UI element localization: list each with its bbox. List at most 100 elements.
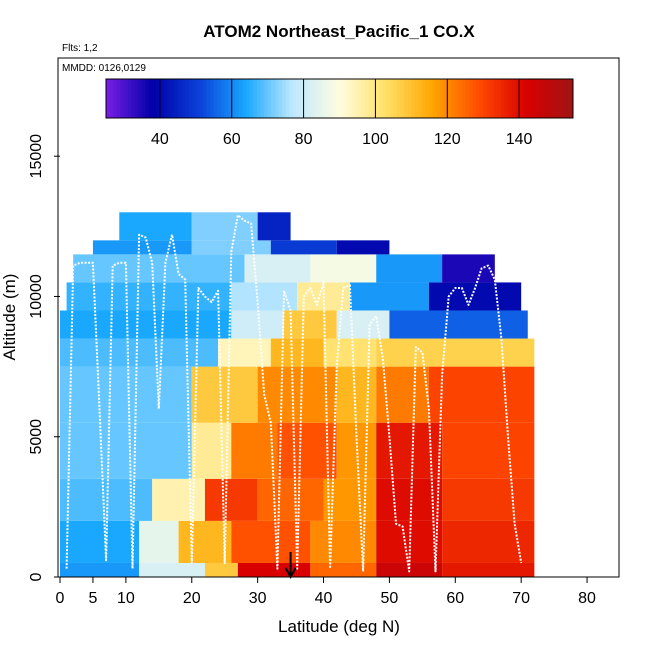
heatmap-cell: [376, 254, 443, 283]
colorbar-step: [490, 79, 495, 118]
colorbar-step: [533, 79, 538, 118]
colorbar-step: [289, 79, 294, 118]
heatmap-cell: [284, 310, 337, 339]
x-axis: 0 5 10 20 30 40 50 60 70 80: [56, 577, 596, 607]
colorbar-step: [450, 79, 455, 118]
colorbar-step: [486, 79, 491, 118]
heatmap-cell: [191, 366, 258, 423]
colorbar-step: [504, 79, 509, 118]
heatmap-cell: [204, 562, 238, 577]
heatmap-cell: [119, 212, 192, 241]
colorbar-step: [386, 79, 391, 118]
colorbar-step: [253, 79, 258, 118]
heatmap-cell: [191, 212, 258, 241]
heatmap-cell: [442, 422, 535, 479]
colorbar-step: [296, 79, 301, 118]
colorbar-step: [404, 79, 409, 118]
flight-track: [65, 214, 523, 573]
heatmap-cell: [231, 520, 311, 563]
colorbar-tick-label: 60: [223, 131, 241, 148]
x-tick-label: 60: [446, 590, 464, 607]
heatmap-cell: [442, 254, 495, 283]
colorbar-step: [145, 79, 150, 118]
colorbar-step: [422, 79, 427, 118]
colorbar-step: [555, 79, 560, 118]
colorbar-step: [339, 79, 344, 118]
heatmap-cell: [60, 310, 232, 339]
flights-annotation: Flts: 1,2: [62, 43, 98, 54]
heatmap-cell: [270, 338, 324, 367]
colorbar-step: [493, 79, 498, 118]
colorbar-step: [292, 79, 297, 118]
colorbar-step: [120, 79, 125, 118]
colorbar-step: [440, 79, 445, 118]
colorbar-step: [307, 79, 312, 118]
heatmap-cell: [442, 562, 535, 577]
colorbar-step: [526, 79, 531, 118]
heatmap-cell: [60, 338, 219, 367]
colorbar-step: [242, 79, 247, 118]
colorbar-step: [282, 79, 287, 118]
colorbar-step: [375, 79, 380, 118]
colorbar-step: [508, 79, 513, 118]
x-tick-label: 20: [183, 590, 201, 607]
x-tick-label: 0: [56, 590, 65, 607]
heatmap-cell: [336, 310, 390, 339]
heatmap-cell: [336, 240, 390, 255]
colorbar-step: [479, 79, 484, 118]
colorbar-step: [501, 79, 506, 118]
heatmap-cell: [152, 478, 205, 521]
heatmap-cell: [60, 422, 192, 479]
colorbar-step: [123, 79, 128, 118]
y-tick-label: 10000: [28, 274, 45, 319]
colorbar-step: [199, 79, 204, 118]
colorbar-step: [106, 79, 110, 118]
colorbar-step: [414, 79, 419, 118]
x-tick-label: 5: [88, 590, 97, 607]
colorbar-step: [267, 79, 272, 118]
colorbar-step: [368, 79, 373, 118]
colorbar-step: [235, 79, 240, 118]
colorbar-step: [522, 79, 527, 118]
colorbar-step: [361, 79, 366, 118]
colorbar-step: [328, 79, 333, 118]
colorbar-step: [540, 79, 545, 118]
colorbar-step: [454, 79, 459, 118]
colorbar-step: [167, 79, 172, 118]
colorbar-step: [249, 79, 254, 118]
colorbar-step: [278, 79, 283, 118]
colorbar-step: [411, 79, 416, 118]
colorbar-step: [113, 79, 118, 118]
colorbar-step: [127, 79, 132, 118]
colorbar-step: [472, 79, 477, 118]
colorbar-step: [544, 79, 549, 118]
colorbar-step: [436, 79, 441, 118]
colorbar-step: [303, 79, 308, 118]
colorbar-step: [138, 79, 143, 118]
heatmap-cell: [442, 478, 535, 521]
colorbar-step: [569, 79, 574, 118]
heatmap-cell: [310, 254, 377, 283]
x-tick-label: 50: [381, 590, 399, 607]
colorbar-step: [156, 79, 161, 118]
colorbar-step: [238, 79, 243, 118]
heatmap-cell: [376, 338, 535, 367]
heatmap-cell: [376, 366, 429, 423]
colorbar-step: [382, 79, 387, 118]
colorbar-step: [141, 79, 146, 118]
colorbar-step: [177, 79, 182, 118]
heatmap-cell: [428, 366, 535, 423]
colorbar-step: [109, 79, 114, 118]
heatmap-cell: [60, 562, 140, 577]
heatmap-cell: [376, 520, 443, 563]
heatmap-cell: [60, 366, 192, 423]
colorbar-step: [134, 79, 139, 118]
colorbar-step: [246, 79, 251, 118]
colorbar-step: [224, 79, 229, 118]
plot-frame: [57, 57, 620, 578]
colorbar-step: [116, 79, 121, 118]
colorbar-step: [285, 79, 290, 118]
colorbar-step: [565, 79, 570, 118]
colorbar-tick-label: 40: [151, 131, 169, 148]
